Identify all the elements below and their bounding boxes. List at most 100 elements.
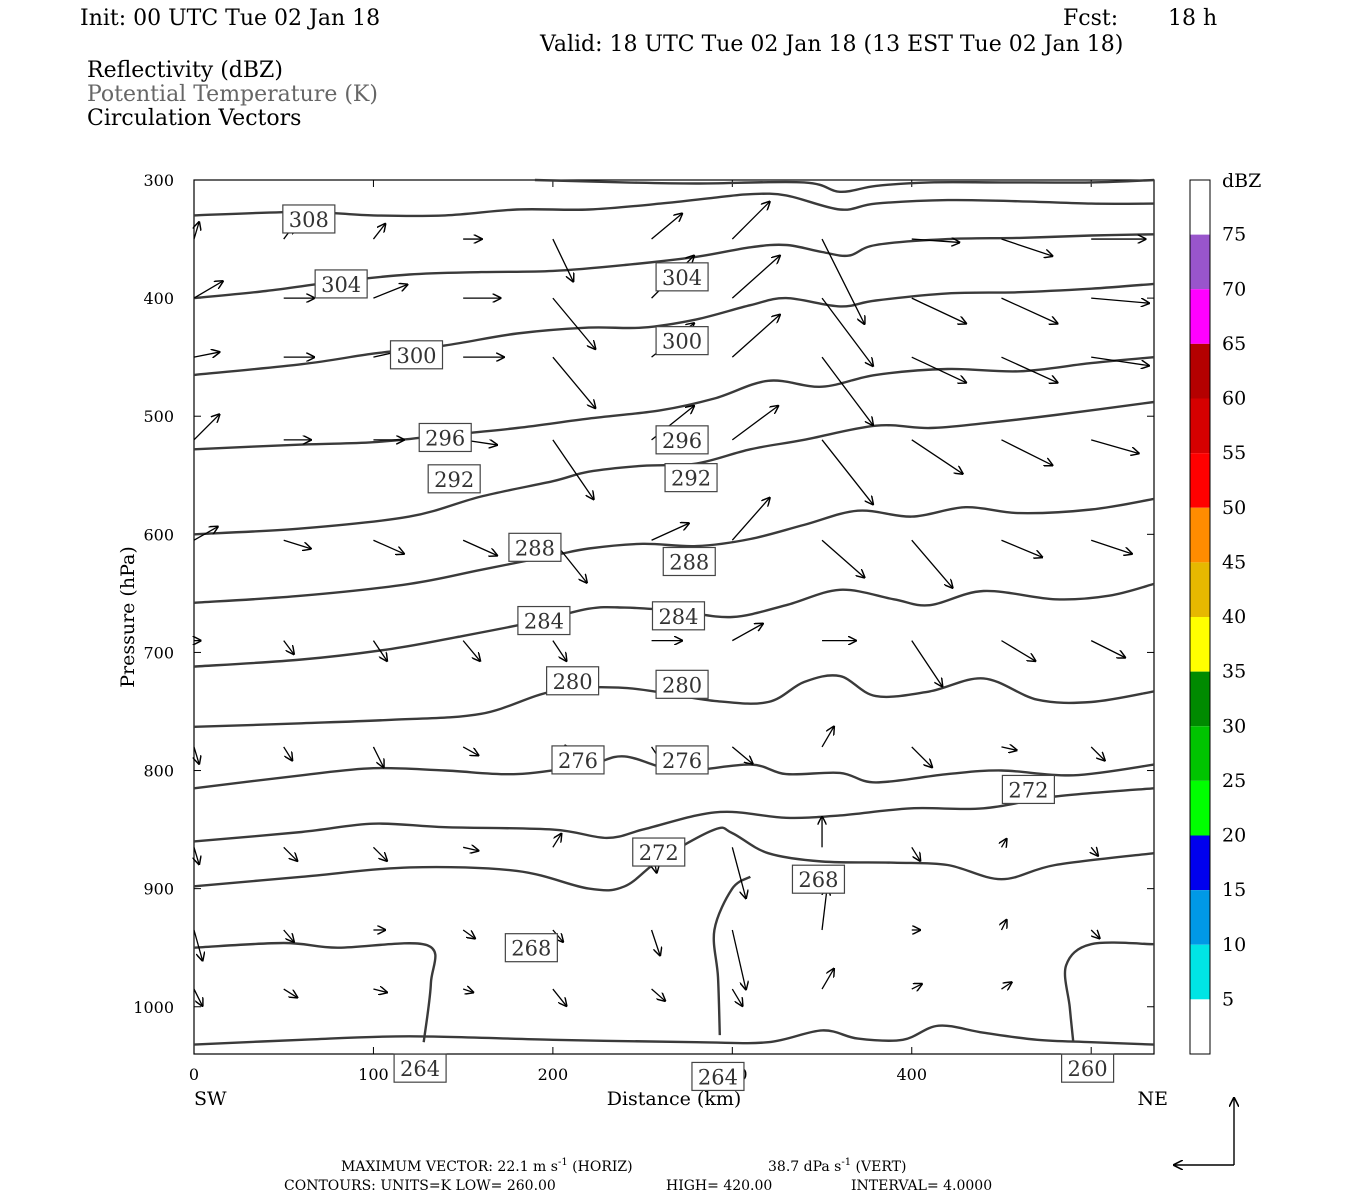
colorbar-segment (1190, 507, 1210, 563)
contour-label-box (314, 269, 368, 299)
colorbar-label: 20 (1222, 825, 1246, 847)
circulation-vector (1001, 297, 1057, 324)
circulation-vector (911, 297, 966, 324)
contour-label-text: 280 (553, 670, 593, 694)
contour-label-box (691, 1061, 745, 1092)
theta-contour-300 (193, 282, 1155, 377)
circulation-vector (821, 887, 827, 931)
contour-label-text: 272 (639, 841, 679, 865)
y-tick-label: 400 (143, 289, 174, 308)
x-tick-label: 0 (189, 1065, 199, 1084)
theta-contour-304 (193, 233, 1155, 300)
circulation-vector (373, 285, 407, 299)
contour-label-308: 308 (282, 204, 336, 234)
circulation-vector (821, 439, 873, 505)
circulation-vector (462, 640, 480, 661)
circulation-vector (193, 414, 220, 441)
contour-label-text: 272 (1008, 778, 1048, 802)
theta-contour-312 (534, 178, 1155, 194)
colorbar-segment (1190, 671, 1210, 727)
contour-label-box (418, 422, 472, 453)
reference-vector-icon (1174, 1098, 1234, 1165)
colorbar-label: 10 (1222, 934, 1246, 956)
circulation-vector (1091, 439, 1139, 454)
circulation-vector (552, 988, 567, 1006)
valid-time: Valid: 18 UTC Tue 02 Jan 18 (13 EST Tue … (539, 32, 1123, 57)
circulation-vector (1001, 539, 1042, 557)
x-axis-label: Distance (km) (607, 1088, 742, 1110)
theta-contour-264 (193, 941, 437, 1043)
contour-label-text: 284 (658, 605, 698, 629)
circulation-vector (372, 846, 387, 861)
contour-label-text: 296 (662, 429, 702, 453)
theta-contour-272 (193, 787, 1155, 843)
contour-label-box (655, 326, 709, 356)
contour-label-text: 276 (662, 749, 702, 773)
contour-label-284: 284 (517, 605, 571, 636)
circulation-vector (283, 539, 311, 549)
circulation-vector (1001, 920, 1006, 931)
circulation-vector (1090, 746, 1105, 761)
contour-label-box (504, 933, 558, 963)
theta-contour-264 (712, 875, 751, 1036)
circulation-vector (911, 439, 963, 474)
circulation-vector (731, 746, 752, 764)
contour-label-text: 296 (425, 426, 465, 450)
theta-contours (193, 178, 1155, 1046)
contour-label-276: 276 (655, 745, 709, 775)
contour-label-292: 292 (664, 463, 718, 493)
circulation-vector (732, 624, 763, 642)
contour-label-text: 304 (662, 266, 702, 290)
circulation-vector (193, 988, 203, 1006)
contour-label-text: 264 (698, 1065, 738, 1089)
contour-label-text: 292 (671, 467, 711, 491)
colorbar-unit: dBZ (1222, 170, 1261, 192)
contour-label-280: 280 (546, 666, 600, 696)
field-reflectivity: Reflectivity (dBZ) (87, 58, 283, 83)
y-tick-label: 600 (143, 525, 174, 544)
circulation-vector (821, 969, 834, 990)
contour-label-text: 284 (524, 610, 564, 634)
circulation-vector (552, 640, 567, 661)
circulation-vector (462, 989, 473, 992)
reflectivity-colorbar: 5 10 15 20 25 30 35 40 45 50 55 60 65 70 75 (1189, 179, 1246, 1055)
contour-label-300: 300 (655, 326, 709, 356)
circulation-vector (821, 539, 865, 577)
circulation-vector (911, 356, 966, 383)
circulation-vector (193, 352, 220, 357)
contour-label-box (655, 262, 709, 292)
contour-label-300: 300 (389, 340, 444, 370)
circulation-vector (731, 406, 778, 441)
colorbar-segment (1190, 726, 1210, 781)
field-potential-temperature: Potential Temperature (K) (87, 82, 378, 107)
contour-label-box (1001, 774, 1055, 805)
circulation-vector (1001, 439, 1052, 466)
circulation-vector (283, 640, 294, 655)
contour-label-292: 292 (427, 464, 481, 494)
colorbar-label: 50 (1222, 497, 1246, 519)
circulation-vector (283, 746, 293, 761)
y-tick-label: 300 (143, 171, 174, 190)
contour-label-276: 276 (551, 745, 605, 775)
theta-contour-308 (193, 192, 1155, 218)
contour-label-264: 264 (691, 1061, 745, 1092)
circulation-vector (193, 281, 223, 299)
contour-label-296: 296 (655, 425, 709, 455)
circulation-vector (372, 224, 385, 240)
circulation-vector (911, 984, 922, 989)
circulation-vector (651, 988, 666, 1001)
contour-label-text: 308 (289, 208, 329, 232)
circulation-vector (193, 527, 218, 541)
circulation-vector (552, 297, 596, 349)
init-time: Init: 00 UTC Tue 02 Jan 18 (80, 6, 380, 31)
sw-label: SW (194, 1088, 227, 1110)
colorbar-label: 25 (1222, 770, 1246, 792)
circulation-vector (283, 846, 298, 861)
circulation-vector (731, 202, 769, 240)
circulation-vector (911, 746, 932, 767)
circulation-vector (194, 222, 199, 240)
contour-label-text: 276 (558, 749, 598, 773)
contour-label-box (551, 745, 605, 775)
colorbar-frame (1189, 179, 1211, 1055)
